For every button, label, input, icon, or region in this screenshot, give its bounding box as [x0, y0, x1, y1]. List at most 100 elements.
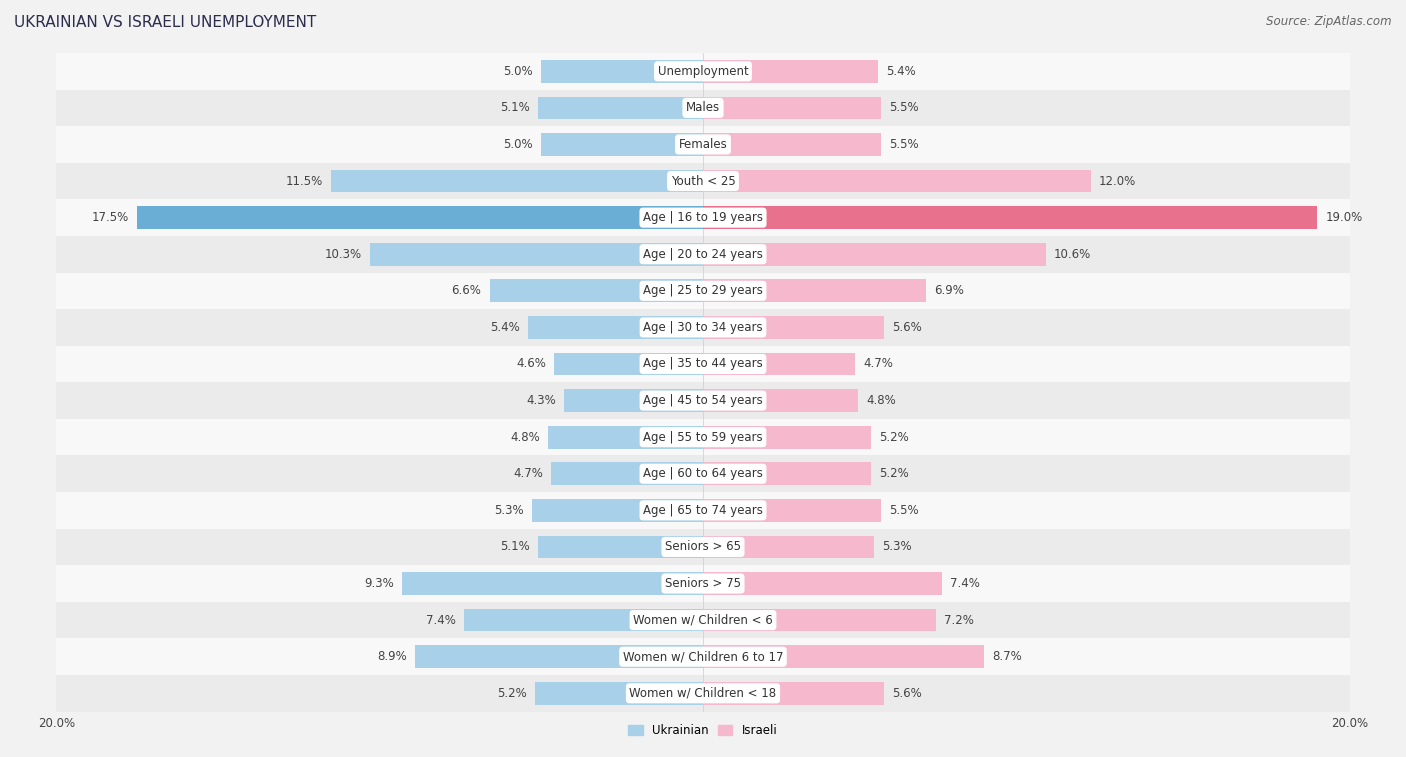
Bar: [703, 353, 855, 375]
Text: 19.0%: 19.0%: [1326, 211, 1362, 224]
Legend: Ukrainian, Israeli: Ukrainian, Israeli: [624, 719, 782, 742]
Bar: [703, 682, 884, 705]
Text: 5.3%: 5.3%: [494, 504, 523, 517]
Bar: [703, 316, 884, 338]
Bar: [703, 97, 880, 119]
Bar: [56, 565, 1350, 602]
Bar: [531, 499, 703, 522]
Bar: [56, 638, 1350, 675]
Bar: [56, 236, 1350, 273]
Bar: [554, 353, 703, 375]
Text: Males: Males: [686, 101, 720, 114]
Bar: [56, 528, 1350, 565]
Bar: [56, 89, 1350, 126]
Bar: [56, 163, 1350, 199]
Bar: [332, 170, 703, 192]
Bar: [56, 382, 1350, 419]
Bar: [56, 126, 1350, 163]
Text: 8.9%: 8.9%: [377, 650, 408, 663]
Text: 7.4%: 7.4%: [426, 614, 456, 627]
Text: Source: ZipAtlas.com: Source: ZipAtlas.com: [1267, 15, 1392, 28]
Text: 8.7%: 8.7%: [993, 650, 1022, 663]
Text: Unemployment: Unemployment: [658, 65, 748, 78]
Text: 4.7%: 4.7%: [513, 467, 543, 480]
Bar: [703, 499, 880, 522]
Text: Women w/ Children 6 to 17: Women w/ Children 6 to 17: [623, 650, 783, 663]
Bar: [703, 426, 872, 448]
Text: 5.0%: 5.0%: [503, 65, 533, 78]
Bar: [56, 419, 1350, 456]
Bar: [703, 572, 942, 595]
Bar: [56, 53, 1350, 89]
Text: 9.3%: 9.3%: [364, 577, 394, 590]
Text: Age | 65 to 74 years: Age | 65 to 74 years: [643, 504, 763, 517]
Text: 5.3%: 5.3%: [883, 540, 912, 553]
Bar: [703, 133, 880, 156]
Text: Age | 55 to 59 years: Age | 55 to 59 years: [643, 431, 763, 444]
Bar: [534, 682, 703, 705]
Text: 5.2%: 5.2%: [496, 687, 527, 699]
Bar: [415, 646, 703, 668]
Text: 17.5%: 17.5%: [91, 211, 129, 224]
Text: 5.4%: 5.4%: [491, 321, 520, 334]
Text: Age | 45 to 54 years: Age | 45 to 54 years: [643, 394, 763, 407]
Bar: [703, 536, 875, 558]
Text: Females: Females: [679, 138, 727, 151]
Text: 12.0%: 12.0%: [1099, 175, 1136, 188]
Text: Age | 35 to 44 years: Age | 35 to 44 years: [643, 357, 763, 370]
Text: Age | 16 to 19 years: Age | 16 to 19 years: [643, 211, 763, 224]
Bar: [703, 389, 858, 412]
Bar: [703, 646, 984, 668]
Text: UKRAINIAN VS ISRAELI UNEMPLOYMENT: UKRAINIAN VS ISRAELI UNEMPLOYMENT: [14, 15, 316, 30]
Bar: [703, 207, 1317, 229]
Text: 5.1%: 5.1%: [501, 101, 530, 114]
Text: 11.5%: 11.5%: [285, 175, 323, 188]
Bar: [56, 199, 1350, 236]
Bar: [703, 243, 1046, 266]
Bar: [703, 170, 1091, 192]
Bar: [538, 536, 703, 558]
Text: 10.3%: 10.3%: [325, 248, 361, 260]
Text: 5.4%: 5.4%: [886, 65, 915, 78]
Bar: [56, 602, 1350, 638]
Text: Youth < 25: Youth < 25: [671, 175, 735, 188]
Bar: [56, 309, 1350, 346]
Text: 5.1%: 5.1%: [501, 540, 530, 553]
Bar: [370, 243, 703, 266]
Bar: [489, 279, 703, 302]
Text: 5.2%: 5.2%: [879, 431, 910, 444]
Text: Age | 30 to 34 years: Age | 30 to 34 years: [643, 321, 763, 334]
Text: 5.6%: 5.6%: [893, 687, 922, 699]
Bar: [541, 133, 703, 156]
Text: 5.5%: 5.5%: [889, 504, 918, 517]
Text: Seniors > 65: Seniors > 65: [665, 540, 741, 553]
Bar: [703, 463, 872, 485]
Text: 4.7%: 4.7%: [863, 357, 893, 370]
Bar: [703, 60, 877, 83]
Text: 6.6%: 6.6%: [451, 285, 481, 298]
Text: 7.2%: 7.2%: [943, 614, 974, 627]
Bar: [529, 316, 703, 338]
Text: 5.0%: 5.0%: [503, 138, 533, 151]
Bar: [138, 207, 703, 229]
Bar: [56, 273, 1350, 309]
Text: 7.4%: 7.4%: [950, 577, 980, 590]
Text: Seniors > 75: Seniors > 75: [665, 577, 741, 590]
Bar: [56, 492, 1350, 528]
Text: 4.6%: 4.6%: [516, 357, 546, 370]
Text: 5.5%: 5.5%: [889, 101, 918, 114]
Text: Age | 60 to 64 years: Age | 60 to 64 years: [643, 467, 763, 480]
Bar: [538, 97, 703, 119]
Bar: [56, 456, 1350, 492]
Bar: [703, 609, 936, 631]
Bar: [548, 426, 703, 448]
Text: 4.8%: 4.8%: [866, 394, 896, 407]
Bar: [402, 572, 703, 595]
Bar: [703, 279, 927, 302]
Bar: [541, 60, 703, 83]
Bar: [464, 609, 703, 631]
Bar: [56, 675, 1350, 712]
Text: 4.8%: 4.8%: [510, 431, 540, 444]
Text: Age | 25 to 29 years: Age | 25 to 29 years: [643, 285, 763, 298]
Text: Age | 20 to 24 years: Age | 20 to 24 years: [643, 248, 763, 260]
